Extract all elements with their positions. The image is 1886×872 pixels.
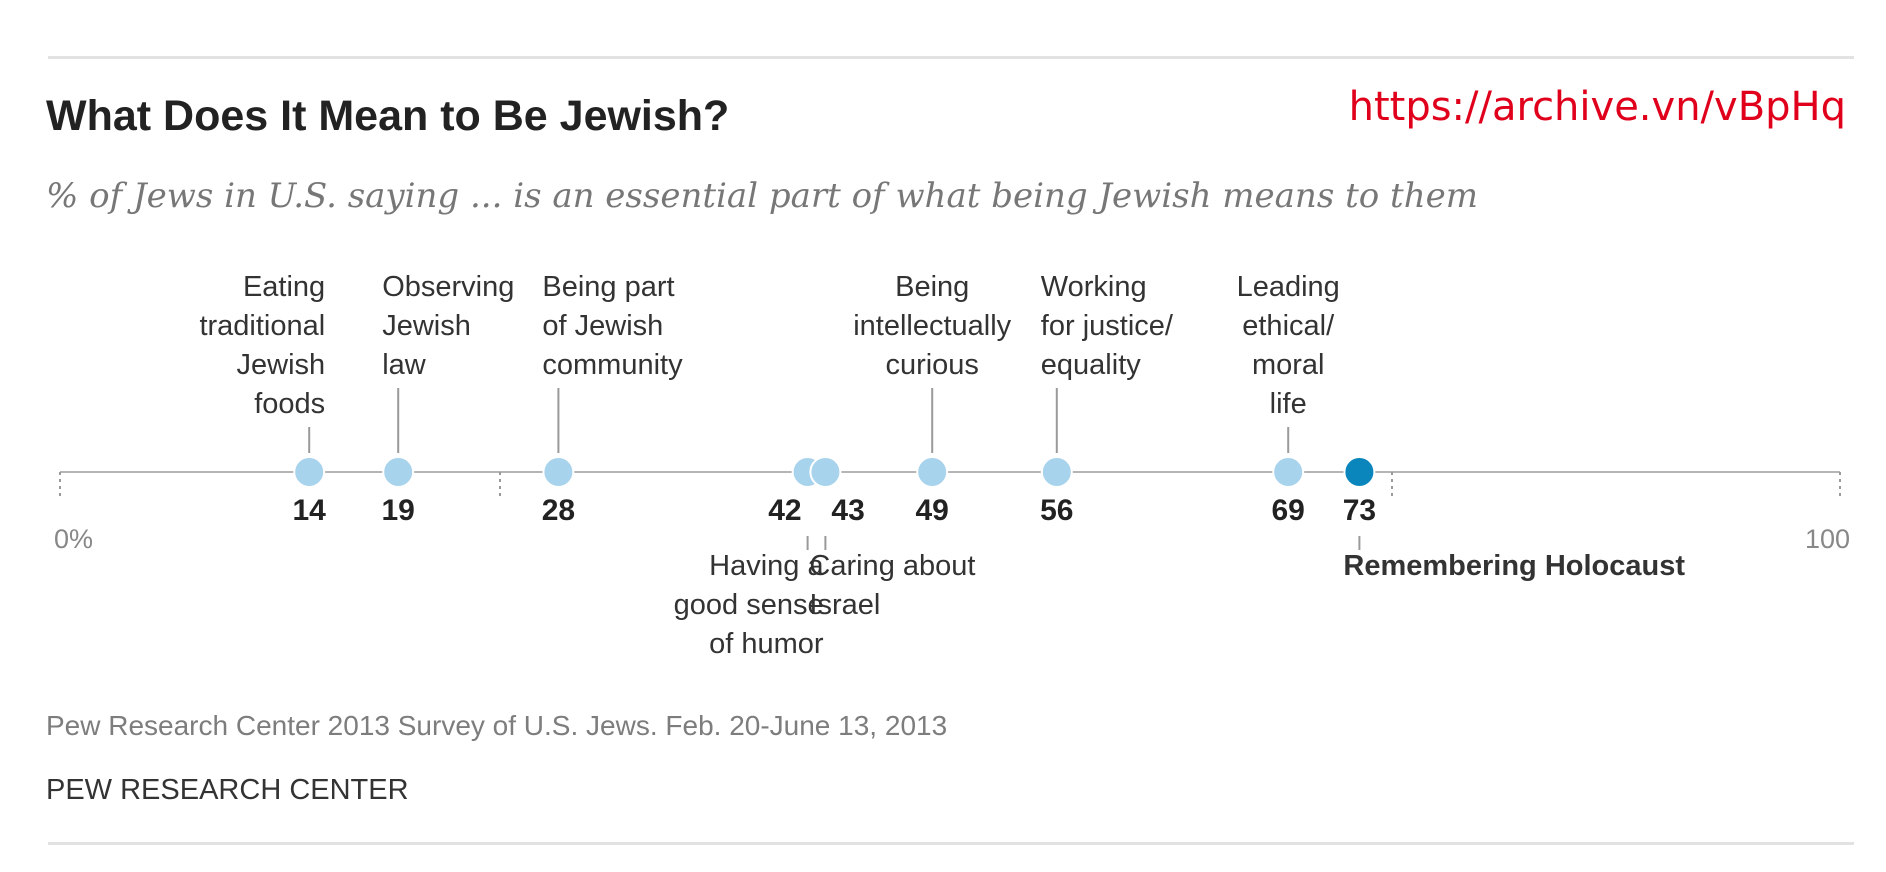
organization-credit: PEW RESEARCH CENTER [46, 774, 409, 806]
data-point-highlight [1343, 456, 1376, 488]
data-value-label: 14 [293, 494, 327, 527]
source-note: Pew Research Center 2013 Survey of U.S. … [46, 710, 948, 741]
point-label: life [1270, 388, 1307, 420]
point-label: Being part [542, 271, 674, 303]
point-label: foods [254, 388, 325, 420]
data-value-label: 69 [1272, 494, 1305, 527]
axis-max-label: 100 [1805, 524, 1850, 554]
data-point [293, 456, 326, 488]
chart-title: What Does It Mean to Be Jewish? [46, 92, 730, 140]
point-label: Jewish [237, 349, 326, 381]
data-value-label: 19 [382, 494, 415, 527]
data-point [1272, 456, 1305, 488]
data-value-label: 49 [916, 494, 949, 527]
point-label: traditional [199, 310, 325, 342]
point-label: Being [895, 271, 969, 303]
data-point [1040, 456, 1073, 488]
data-point [809, 456, 842, 488]
point-label: moral [1252, 349, 1325, 381]
point-label: Observing [382, 271, 514, 303]
data-value-label: 28 [542, 494, 575, 527]
point-label: ethical/ [1242, 310, 1335, 342]
point-label: Jewish [382, 310, 471, 342]
dot-plot-chart: 0% 100 Eating traditional Jewish foods 14 Obs… [54, 271, 1850, 660]
point-label: equality [1041, 349, 1141, 381]
point-label: law [382, 349, 427, 381]
point-label: Eating [243, 271, 325, 303]
point-label: Caring about [809, 550, 975, 582]
data-value-label: 42 [768, 494, 801, 527]
point-label: of Jewish [542, 310, 663, 342]
data-point [542, 456, 575, 488]
point-label: curious [885, 349, 979, 381]
data-point [382, 456, 415, 488]
point-label: Israel [809, 589, 880, 621]
point-label: good sense [674, 589, 824, 621]
archive-link[interactable]: https://archive.vn/vBpHq [1348, 84, 1846, 130]
data-value-label: 73 [1343, 494, 1376, 527]
point-label: of humor [709, 628, 824, 660]
point-label: Remembering Holocaust [1343, 550, 1685, 582]
bottom-divider [48, 842, 1854, 845]
chart-marks: Eating traditional Jewish foods 14 Observing J… [199, 271, 1685, 660]
point-label: community [542, 349, 683, 381]
axis-min-label: 0% [54, 524, 93, 554]
point-label: intellectually [853, 310, 1011, 342]
chart-subtitle: % of Jews in U.S. saying ... is an essen… [46, 176, 1478, 216]
point-label: for justice/ [1041, 310, 1174, 342]
data-value-label: 43 [831, 494, 864, 527]
point-label: Working [1041, 271, 1147, 303]
data-point [916, 456, 949, 488]
top-divider [48, 56, 1854, 59]
data-value-label: 56 [1040, 494, 1073, 527]
point-label: Leading [1237, 271, 1340, 303]
point-label: Having a [709, 550, 824, 582]
